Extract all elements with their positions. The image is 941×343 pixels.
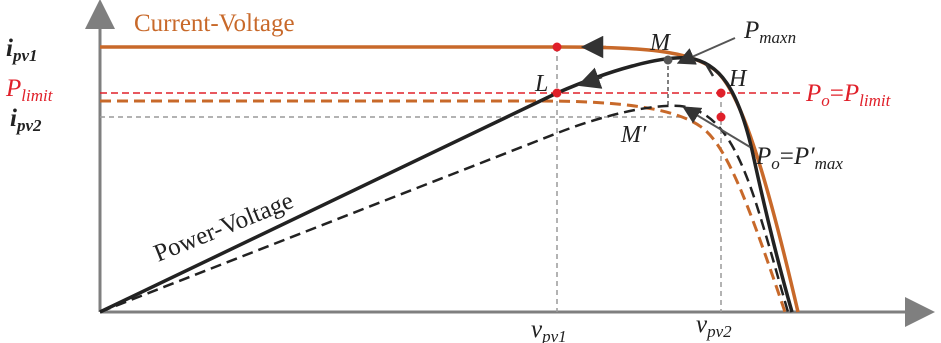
po-eq-plimit-label: Po=Plimit — [805, 80, 892, 110]
power-voltage-dashed-curve — [99, 104, 790, 314]
current-voltage-label: Current-Voltage — [134, 10, 295, 37]
p-maxn-label: Pmaxn — [743, 17, 796, 47]
point-M-label: M — [649, 30, 672, 56]
po-eq-pmax-prime-label: Po=P′max — [755, 143, 843, 173]
po-pmax-pointer — [682, 106, 751, 148]
marker-M — [663, 55, 673, 65]
v-pv2-label: vpv2 — [696, 311, 732, 341]
point-M-prime-label: M′ — [620, 122, 647, 148]
marker-ipv1 — [552, 42, 562, 52]
i-pv2-label: ipv2 — [10, 105, 42, 135]
p-maxn-pointer — [676, 37, 736, 65]
p-limit-label: Plimit — [5, 75, 54, 105]
marker-H — [716, 88, 726, 98]
marker-L — [552, 88, 562, 98]
current-voltage-dashed-curve — [100, 99, 787, 313]
point-L-label: L — [534, 71, 548, 97]
v-pv1-label: vpv1 — [531, 316, 567, 343]
point-H-label: H — [728, 66, 748, 92]
power-direction-arrow-left — [577, 67, 603, 89]
i-pv1-label: ipv1 — [6, 35, 38, 65]
power-voltage-curve — [99, 56, 794, 314]
marker-vpv2 — [716, 112, 726, 122]
power-direction-arrow-right — [704, 63, 715, 77]
